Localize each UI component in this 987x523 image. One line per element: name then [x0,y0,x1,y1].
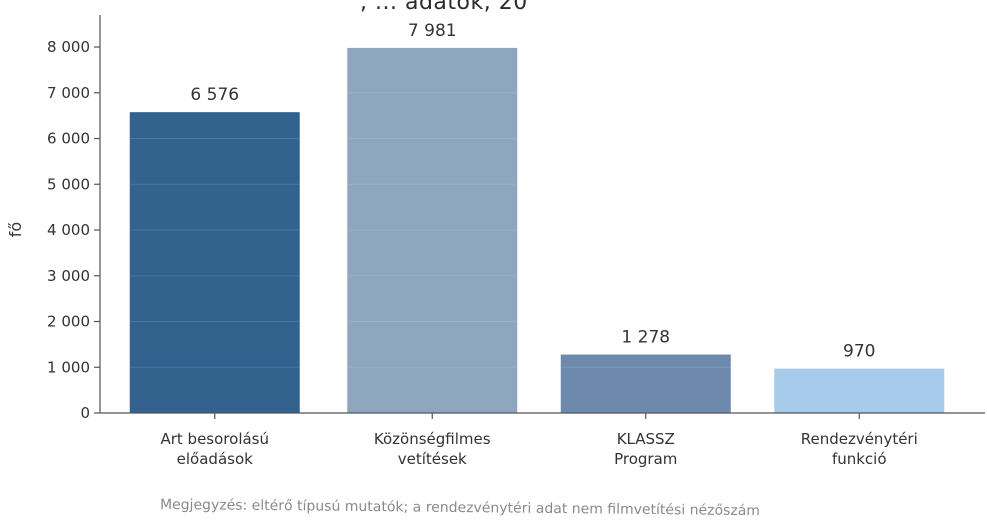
bar-value-label: 1 278 [621,328,670,348]
bar-value-label: 6 576 [190,85,239,105]
y-tick-label: 4 000 [47,221,90,239]
bar-2 [347,47,518,414]
chart-title-fragment: , ... adatok, 20 [360,0,528,15]
x-tick-label: Közönségfilmes [374,430,491,448]
bar-1 [129,112,300,413]
y-tick-label: 2 000 [47,313,90,331]
x-tick-label: Rendezvénytéri [801,430,918,448]
x-tick-label: Art besorolású [160,430,269,448]
x-tick-label: Program [614,450,677,468]
x-tick-label: előadások [177,450,253,468]
x-tick-label: KLASSZ [617,430,675,448]
y-tick-label: 6 000 [47,130,90,148]
y-tick-label: 5 000 [47,175,90,193]
y-tick-label: 8 000 [47,38,90,56]
y-tick-label: 0 [80,404,90,422]
bar-4 [774,368,945,413]
y-tick-label: 7 000 [47,84,90,102]
bar-3 [560,354,731,413]
y-tick-label: 1 000 [47,358,90,376]
bar-value-label: 970 [843,342,875,362]
bar-value-label: 7 981 [408,21,457,41]
y-tick-label: 3 000 [47,267,90,285]
x-tick-label: funkció [832,450,887,468]
x-tick-label: vetítések [398,450,467,468]
